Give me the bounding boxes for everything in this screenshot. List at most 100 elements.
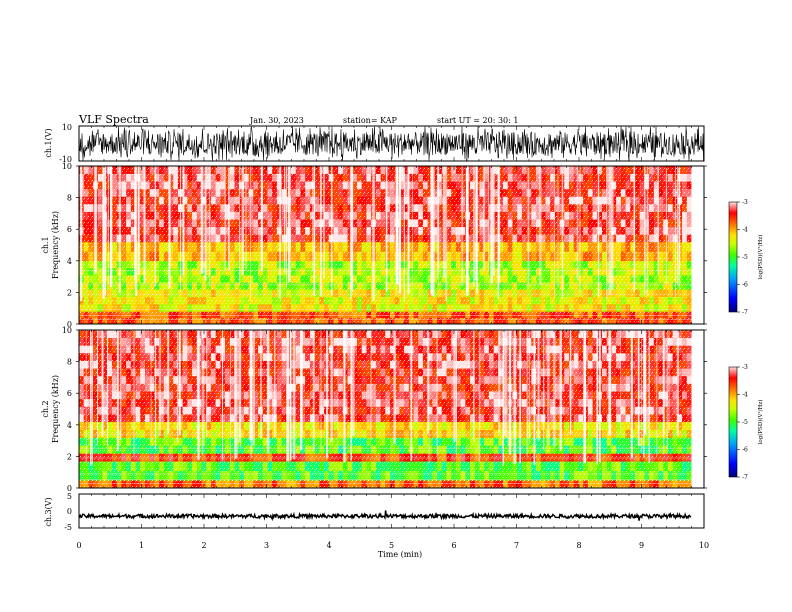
spectrogram-gap [611,166,614,290]
ch1-waveform-panel: 10 -10 ch.1(V) [44,123,705,164]
spectrogram-gap [102,166,105,299]
spectrogram-speckle [79,166,692,324]
spectrogram-gap [245,166,247,271]
spectrogram-gap [403,166,405,302]
spectrogram-gap [498,166,500,289]
spectrogram-gap [182,166,184,272]
figure-title: VLF Spectra [78,113,149,126]
ch1-ytick-bottom: -10 [59,155,72,164]
spectrogram-gap [228,166,230,271]
spectrogram-gap [528,166,530,281]
spectrogram-gap [678,166,681,275]
spectrogram-gap [118,166,121,293]
spectrogram-gap [104,166,107,296]
spectrogram-gap [412,166,413,286]
spectrogram-gap [350,166,353,291]
ch1-waveform-ylabel: ch.1(V) [44,128,53,157]
spectrogram-gap [633,166,636,292]
spectrogram-gap [180,166,182,293]
spectrogram-gap [239,166,240,285]
spectrogram-gap [675,166,676,298]
freq-tick-label: 6 [67,225,72,234]
freq-tick-label: 2 [67,288,72,297]
spectrogram-gap [154,166,156,287]
spectrogram-gap [490,166,494,284]
spectrogram-gap [209,166,211,287]
spectrogram-gap [204,166,207,282]
spectrogram-gap [553,166,555,299]
ch1-waveform-ticks [78,126,705,161]
spectrogram-empty-tail [691,166,704,324]
spectrogram-gap [677,166,679,285]
spectrogram-gap [437,166,439,280]
spectrogram-gap [482,166,486,270]
spectrogram-gap [597,166,600,297]
spectrogram-gap [323,166,326,279]
spectrogram-gap [260,166,263,272]
spectrogram-gap [466,166,469,296]
spectrogram-gap [137,166,140,275]
ch1-spectrogram-image [79,166,704,325]
spectrogram-gap [385,166,388,292]
spectrogram-gap [279,166,281,299]
ch1-ytick-top: 10 [62,123,72,132]
spectrogram-gap [80,166,83,301]
ch1-spectrogram-ylabel-channel: ch.1 [41,236,50,253]
start-time-label: start UT = 20: 30: 1 [437,116,518,125]
spectrogram-gap [372,166,375,301]
freq-tick-label: 8 [67,194,72,203]
spectrogram-gap [94,166,97,274]
spectrogram-gap [284,166,286,274]
spectrogram-gap [476,166,478,294]
date-label: Jan. 30, 2023 [249,116,304,125]
spectrogram-gap [168,166,171,289]
spectrogram-gap [407,166,410,294]
spectrogram-gap [312,166,313,270]
spectrogram-gap [473,166,475,287]
ch2-spectrogram-image [79,330,704,489]
spectrogram-gap [399,166,401,292]
spectrogram-gap [606,166,608,300]
spectrogram-gap [288,166,291,283]
spectrogram-gap [352,166,354,293]
spectrogram-gap [431,166,434,297]
freq-tick-label: 4 [67,257,72,266]
spectrogram-gap [224,166,226,271]
spectrogram-gap [576,166,579,281]
spectrogram-gap [110,166,113,287]
spectrogram-gap [438,166,439,285]
spectrogram-gap [108,166,109,284]
ch1-waveform-trace [78,125,705,162]
freq-tick-label: 10 [62,162,72,171]
spectrogram-gap [395,166,399,284]
spectrogram-gap [134,166,135,283]
spectrogram-gap [200,166,204,274]
spectrogram-gap [313,166,316,296]
spectrogram-gap [445,166,448,302]
spectrogram-gap [135,166,138,296]
spectrogram-gap [492,166,495,277]
ch1-spectrogram-yticks: 0 2 4 6 8 10 [62,162,707,329]
spectrogram-gap [330,166,333,296]
spectrogram-gap [646,166,649,296]
spectrogram-gap [433,166,435,297]
spectrogram-gap [539,166,542,285]
spectrogram-gap [657,166,659,276]
spectrogram-gap [143,166,146,284]
spectrogram-gap [527,166,529,289]
ch1-spectrogram-panel: 0 2 4 6 8 10 ch.1 Frequency (kHz) [41,162,707,329]
freq-tick-label: 0 [67,320,72,329]
spectrogram-gap [488,166,489,270]
spectrogram-gap [250,166,251,302]
ch1-waveform-line [78,125,705,162]
spectrogram-gap [561,166,564,299]
spectrogram-gap [286,166,287,289]
spectrogram-gap [442,166,446,278]
ch1-spectrogram-ticks [78,166,705,324]
ch1-spectrogram-ylabel-freq: Frequency (kHz) [51,211,60,279]
spectrogram-gap [241,166,244,276]
spectrogram-gap [644,166,646,294]
station-label: station= KAP [343,116,398,125]
